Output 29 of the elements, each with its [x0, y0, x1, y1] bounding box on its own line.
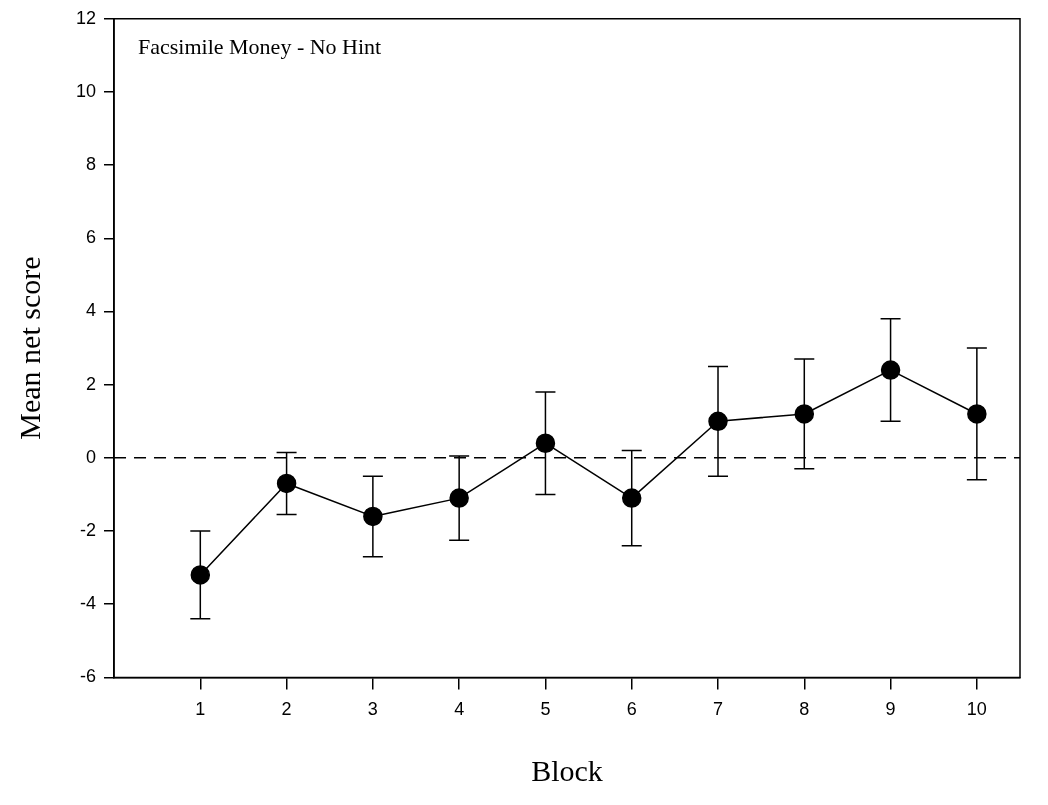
x-tick-label: 9 [885, 699, 896, 720]
point [190, 565, 211, 585]
x-axis-title: Block [531, 753, 603, 787]
point [880, 360, 901, 380]
x-tick-label: 6 [626, 699, 637, 720]
point [621, 488, 642, 508]
y-tick-label: 12 [75, 7, 97, 28]
x-tick-label: 4 [454, 699, 465, 720]
y-tick-label: -4 [80, 593, 97, 614]
x-tick-label: 3 [367, 699, 378, 720]
x-tick-label: 2 [281, 699, 292, 720]
x-tick-label: 5 [540, 699, 551, 720]
x-tick-label: 8 [799, 699, 810, 720]
point [535, 433, 556, 453]
y-axis-title: Mean net score [12, 256, 46, 440]
annotation: Facsimile Money - No Hint [138, 33, 382, 59]
x-tick-label: 10 [966, 699, 987, 720]
point [794, 404, 815, 424]
x-tick-label: 7 [713, 699, 724, 720]
y-tick-label: 8 [86, 154, 97, 175]
y-tick-label: 4 [86, 300, 97, 321]
y-tick-label: -2 [80, 520, 97, 541]
y-tick-label: 6 [86, 227, 97, 248]
y-tick-label: -6 [80, 666, 97, 687]
y-tick-label: 2 [86, 373, 97, 394]
x-tick-label: 1 [195, 699, 206, 720]
y-tick-label: 10 [75, 80, 97, 101]
y-tick-label: 0 [86, 446, 97, 467]
point [276, 473, 297, 494]
